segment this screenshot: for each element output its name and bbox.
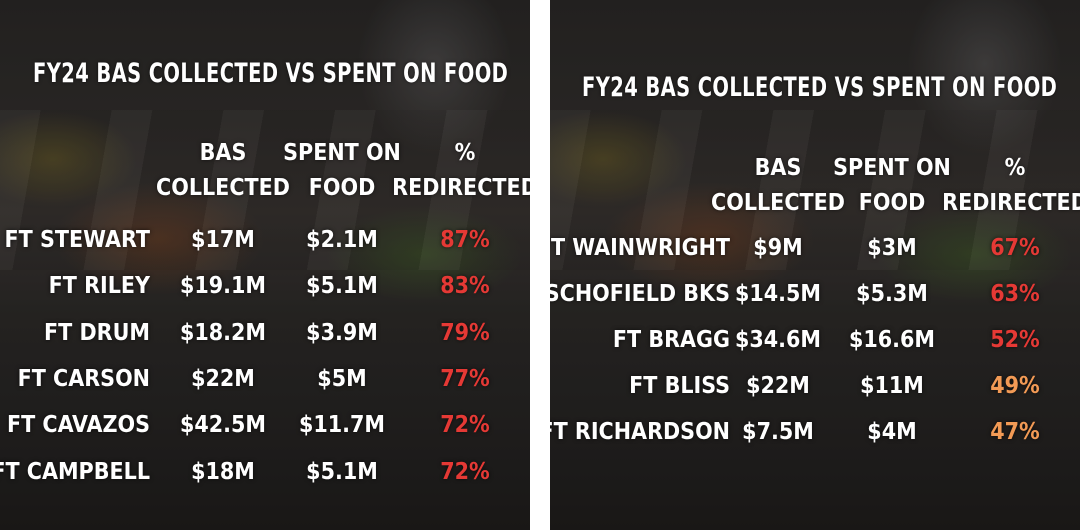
column-header-pct-line: REDIRECTED: [942, 190, 1080, 216]
column-header-pct: % REDIRECTED: [925, 151, 1080, 221]
installation-name: FT RILEY: [48, 273, 150, 300]
left-panel-content: FY24 BAS COLLECTED VS SPENT ON FOOD BAS CO…: [0, 0, 530, 530]
bas-collected-value: $22M: [746, 373, 810, 399]
percent-redirected-value: 72%: [440, 412, 490, 439]
column-header-spent-line: SPENT ON: [833, 155, 951, 181]
column-header-pct: % REDIRECTED: [375, 136, 530, 206]
column-header-pct-line: REDIRECTED: [392, 175, 530, 201]
spent-on-food-value: $3M: [867, 235, 917, 261]
spent-on-food-value: $11.7M: [298, 412, 386, 439]
bas-collected-value: $14.5M: [734, 281, 822, 307]
installation-name: FT CARSON: [17, 365, 150, 392]
spent-on-food-value: $2.1M: [306, 227, 378, 253]
bas-collected-value: $42.5M: [179, 412, 267, 439]
spent-on-food-value: $5.1M: [306, 458, 378, 485]
percent-redirected-value: 87%: [440, 227, 490, 253]
spent-on-food-value: $5.3M: [856, 281, 928, 307]
column-header-pct-line: %: [1004, 155, 1026, 181]
spent-on-food-value: $4M: [867, 419, 917, 445]
chart-title: FY24 BAS COLLECTED VS SPENT ON FOOD: [582, 72, 1058, 103]
spent-on-food-value: $5M: [317, 365, 367, 392]
column-header-bas: BAS COLLECTED: [688, 151, 868, 221]
column-header-spent-line: SPENT ON: [283, 140, 401, 166]
percent-redirected-value: 79%: [440, 319, 490, 346]
installation-name: FT WAINWRIGHT: [550, 235, 730, 261]
right-panel: FY24 BAS COLLECTED VS SPENT ON FOOD BAS CO…: [550, 0, 1080, 530]
installation-name: FT DRUM: [44, 319, 150, 346]
installation-name: FT CAMPBELL: [0, 458, 150, 485]
spent-on-food-value: $3.9M: [306, 319, 378, 346]
installation-name: FT BLISS: [629, 373, 730, 399]
column-header-spent-line: FOOD: [308, 175, 376, 201]
column-header-bas: BAS COLLECTED: [133, 136, 313, 206]
left-panel: FY24 BAS COLLECTED VS SPENT ON FOOD BAS CO…: [0, 0, 530, 530]
installation-name: SCHOFIELD BKS: [550, 281, 730, 307]
bas-collected-value: $18.2M: [179, 319, 267, 346]
installation-name: FT STEWART: [4, 227, 150, 253]
column-header-spent: SPENT ON FOOD: [252, 136, 432, 206]
percent-redirected-value: 83%: [440, 273, 490, 300]
installation-name: FT BRAGG: [612, 327, 730, 353]
column-header-pct-line: %: [454, 140, 476, 166]
percent-redirected-value: 47%: [990, 419, 1040, 445]
percent-redirected-value: 49%: [990, 373, 1040, 399]
spent-on-food-value: $16.6M: [848, 327, 936, 353]
bas-collected-value: $34.6M: [734, 327, 822, 353]
column-header-bas-line: BAS: [199, 140, 247, 166]
column-header-spent: SPENT ON FOOD: [802, 151, 982, 221]
column-header-bas-line: COLLECTED: [156, 175, 290, 201]
installation-name: FT RICHARDSON: [550, 419, 730, 445]
column-header-bas-line: BAS: [754, 155, 802, 181]
bas-collected-value: $19.1M: [179, 273, 267, 300]
chart-title: FY24 BAS COLLECTED VS SPENT ON FOOD: [33, 58, 509, 89]
bas-collected-value: $17M: [191, 227, 255, 253]
bas-collected-value: $18M: [191, 458, 255, 485]
bas-collected-value: $22M: [191, 365, 255, 392]
percent-redirected-value: 52%: [990, 327, 1040, 353]
bas-collected-value: $9M: [753, 235, 803, 261]
column-header-bas-line: COLLECTED: [711, 190, 845, 216]
spent-on-food-value: $5.1M: [306, 273, 378, 300]
percent-redirected-value: 63%: [990, 281, 1040, 307]
spent-on-food-value: $11M: [860, 373, 924, 399]
percent-redirected-value: 67%: [990, 235, 1040, 261]
percent-redirected-value: 77%: [440, 365, 490, 392]
percent-redirected-value: 72%: [440, 458, 490, 485]
right-panel-content: FY24 BAS COLLECTED VS SPENT ON FOOD BAS CO…: [550, 0, 1080, 530]
column-header-spent-line: FOOD: [858, 190, 926, 216]
installation-name: FT CAVAZOS: [6, 412, 150, 439]
bas-collected-value: $7.5M: [742, 419, 814, 445]
